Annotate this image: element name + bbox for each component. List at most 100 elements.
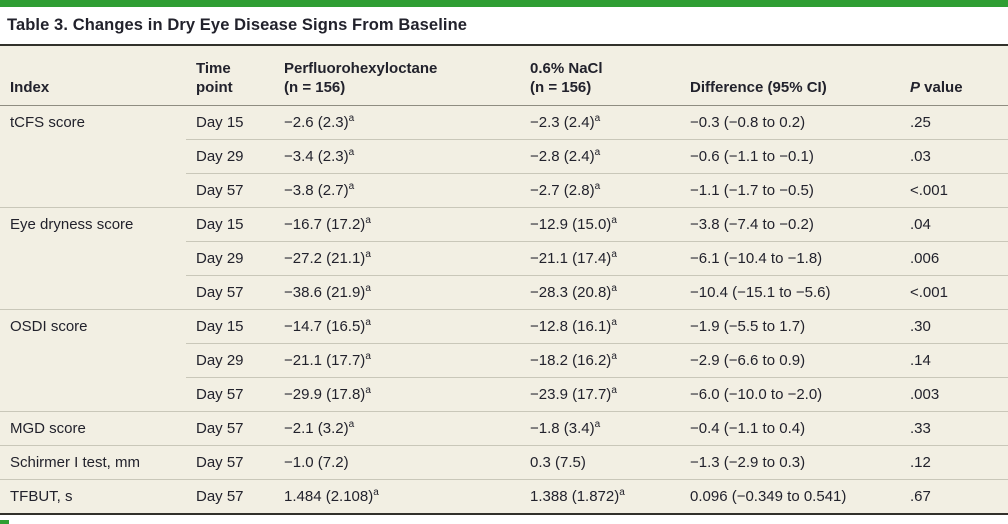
nacl-cell: −12.9 (15.0)a: [520, 206, 680, 241]
time-cell: Day 29: [186, 342, 274, 377]
diff-cell: −1.9 (−5.5 to 1.7): [680, 308, 900, 343]
col-header-p-value: P value: [900, 46, 1008, 106]
pfh-cell: −1.0 (7.2): [274, 444, 520, 479]
time-cell: Day 57: [186, 376, 274, 411]
time-cell: Day 57: [186, 478, 274, 513]
nacl-cell: −2.8 (2.4)a: [520, 138, 680, 173]
index-cell: Schirmer I test, mm: [0, 444, 186, 479]
pvalue-cell: <.001: [900, 172, 1008, 207]
index-cell: [0, 377, 186, 411]
pvalue-cell: .30: [900, 308, 1008, 343]
nacl-cell: 1.388 (1.872)a: [520, 478, 680, 513]
index-cell: [0, 275, 186, 309]
col-header-index: Index: [0, 46, 186, 106]
table-row: Schirmer I test, mm Day 57 −1.0 (7.2) 0.…: [0, 444, 1008, 479]
diff-cell: 0.096 (−0.349 to 0.541): [680, 478, 900, 513]
pfh-cell: −38.6 (21.9)a: [274, 274, 520, 309]
time-cell: Day 29: [186, 240, 274, 275]
table-row: OSDI score Day 15 −14.7 (16.5)a −12.8 (1…: [0, 308, 1008, 343]
pvalue-cell: .003: [900, 376, 1008, 411]
pvalue-cell: <.001: [900, 274, 1008, 309]
table-row: Day 57 −38.6 (21.9)a −28.3 (20.8)a −10.4…: [0, 274, 1008, 309]
diff-cell: −0.6 (−1.1 to −0.1): [680, 138, 900, 173]
table-title-band: Table 3. Changes in Dry Eye Disease Sign…: [0, 7, 1008, 44]
col-header-time-point: Time point: [186, 46, 274, 106]
pfh-cell: −2.6 (2.3)a: [284, 112, 355, 131]
pfh-cell: −16.7 (17.2)a: [274, 206, 520, 241]
next-accent-bar-edge: [0, 520, 9, 524]
diff-cell: −0.3 (−0.8 to 0.2): [690, 113, 806, 131]
time-cell: Day 15: [186, 206, 274, 241]
table-title: Table 3. Changes in Dry Eye Disease Sign…: [7, 16, 468, 34]
diff-cell: −6.1 (−10.4 to −1.8): [680, 240, 900, 275]
index-cell: [0, 139, 186, 173]
index-cell: [0, 241, 186, 275]
diff-cell: −0.4 (−1.1 to 0.4): [680, 410, 900, 445]
table-row: Day 57 −29.9 (17.8)a −23.9 (17.7)a −6.0 …: [0, 376, 1008, 411]
pfh-cell: −14.7 (16.5)a: [274, 308, 520, 343]
col-header-perfluorohexyloctane: Perfluorohexyloctane (n = 156): [274, 46, 520, 106]
pvalue-cell: .33: [900, 410, 1008, 445]
col-header-difference: Difference (95% CI): [680, 46, 900, 106]
diff-cell: −6.0 (−10.0 to −2.0): [680, 376, 900, 411]
pvalue-cell: .14: [900, 342, 1008, 377]
p-value-rest: value: [920, 78, 963, 96]
table-row: Day 29 −3.4 (2.3)a −2.8 (2.4)a −0.6 (−1.…: [0, 138, 1008, 173]
table-row: TFBUT, s Day 57 1.484 (2.108)a 1.388 (1.…: [0, 478, 1008, 513]
bottom-margin-strip: [0, 515, 1008, 524]
nacl-cell: −28.3 (20.8)a: [520, 274, 680, 309]
index-cell: OSDI score: [0, 308, 186, 343]
diff-cell: −1.1 (−1.7 to −0.5): [680, 172, 900, 207]
col-header-nacl: 0.6% NaCl (n = 156): [520, 46, 680, 106]
nacl-cell: −21.1 (17.4)a: [520, 240, 680, 275]
nacl-cell: −23.9 (17.7)a: [520, 376, 680, 411]
diff-cell: −10.4 (−15.1 to −5.6): [680, 274, 900, 309]
pvalue-cell: .25: [910, 113, 931, 131]
diff-cell: −1.3 (−2.9 to 0.3): [680, 444, 900, 479]
header-row: Index Time point Perfluorohexyloctane (n…: [0, 46, 1008, 106]
p-value-italic: P: [910, 78, 921, 96]
index-cell: Eye dryness score: [0, 206, 186, 241]
pvalue-cell: .03: [900, 138, 1008, 173]
pfh-cell: −3.4 (2.3)a: [274, 138, 520, 173]
table-row: tCFS score Day 15 −2.6 (2.3)a −2.3 (2.4)…: [0, 105, 1008, 139]
table-row: Day 29 −21.1 (17.7)a −18.2 (16.2)a −2.9 …: [0, 342, 1008, 377]
pvalue-cell: .67: [900, 478, 1008, 513]
nacl-cell: −1.8 (3.4)a: [520, 410, 680, 445]
time-cell: Day 57: [186, 274, 274, 309]
dry-eye-signs-table: Index Time point Perfluorohexyloctane (n…: [0, 46, 1008, 513]
time-cell: Day 15: [196, 113, 244, 131]
pfh-cell: −27.2 (21.1)a: [274, 240, 520, 275]
pfh-cell: −29.9 (17.8)a: [274, 376, 520, 411]
pvalue-cell: .04: [900, 206, 1008, 241]
time-cell: Day 57: [186, 410, 274, 445]
diff-cell: −3.8 (−7.4 to −0.2): [680, 206, 900, 241]
time-cell: Day 15: [186, 308, 274, 343]
journal-accent-bar: [0, 0, 1008, 7]
pfh-cell: −2.1 (3.2)a: [274, 410, 520, 445]
time-cell: Day 57: [186, 444, 274, 479]
data-table-wrap: Index Time point Perfluorohexyloctane (n…: [0, 44, 1008, 515]
table-row: Day 29 −27.2 (21.1)a −21.1 (17.4)a −6.1 …: [0, 240, 1008, 275]
table-row: Eye dryness score Day 15 −16.7 (17.2)a −…: [0, 206, 1008, 241]
pfh-cell: 1.484 (2.108)a: [274, 478, 520, 513]
nacl-cell: −2.7 (2.8)a: [520, 172, 680, 207]
index-cell: [0, 343, 186, 377]
diff-cell: −2.9 (−6.6 to 0.9): [680, 342, 900, 377]
nacl-cell: −12.8 (16.1)a: [520, 308, 680, 343]
time-cell: Day 29: [186, 138, 274, 173]
pfh-cell: −21.1 (17.7)a: [274, 342, 520, 377]
table-row: MGD score Day 57 −2.1 (3.2)a −1.8 (3.4)a…: [0, 410, 1008, 445]
pvalue-cell: .006: [900, 240, 1008, 275]
nacl-cell: −2.3 (2.4)a: [530, 112, 601, 131]
table-row: Day 57 −3.8 (2.7)a −2.7 (2.8)a −1.1 (−1.…: [0, 172, 1008, 207]
pfh-cell: −3.8 (2.7)a: [274, 172, 520, 207]
index-cell: [0, 173, 186, 207]
nacl-cell: −18.2 (16.2)a: [520, 342, 680, 377]
time-cell: Day 57: [186, 172, 274, 207]
index-cell: TFBUT, s: [0, 478, 186, 513]
index-cell: tCFS score: [10, 113, 86, 131]
index-cell: MGD score: [0, 410, 186, 445]
pvalue-cell: .12: [900, 444, 1008, 479]
